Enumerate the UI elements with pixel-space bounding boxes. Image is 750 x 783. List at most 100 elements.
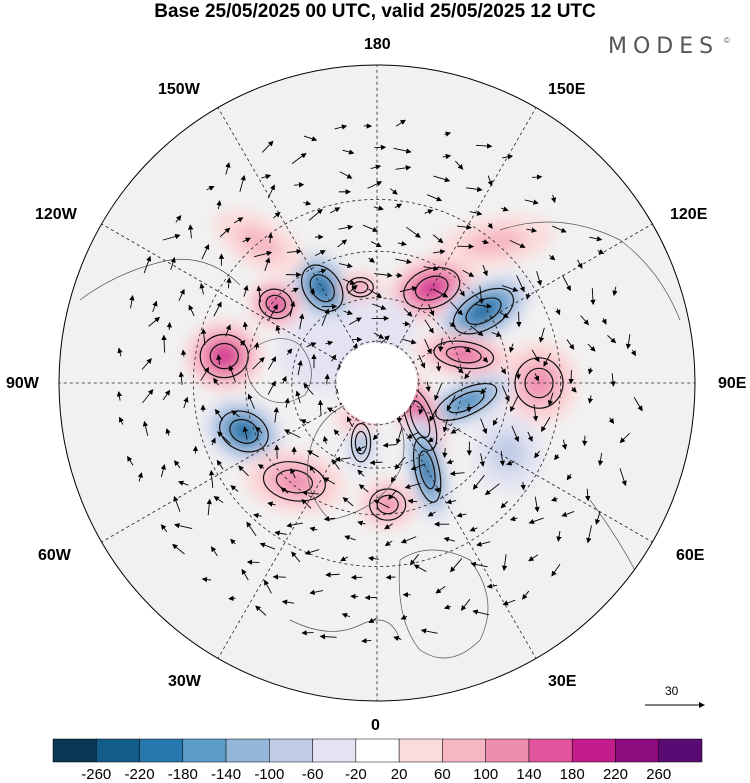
wind-arrow bbox=[338, 262, 353, 269]
wind-arrow bbox=[259, 542, 276, 550]
colorbar-swatch bbox=[225, 738, 270, 763]
colorbar-tick-label: -60 bbox=[301, 766, 324, 783]
wind-arrow bbox=[225, 324, 231, 337]
meridian-line bbox=[217, 107, 367, 364]
colorbar-tick-label: -140 bbox=[211, 766, 242, 783]
wind-arrow bbox=[501, 554, 508, 572]
wind-arrow bbox=[597, 249, 605, 254]
wind-arrow bbox=[568, 370, 574, 385]
wind-arrow bbox=[268, 304, 278, 321]
wind-arrow bbox=[459, 288, 465, 297]
colorbar-swatch bbox=[312, 738, 357, 763]
wind-arrow bbox=[247, 393, 255, 409]
wind-arrow bbox=[368, 617, 377, 623]
wind-arrow bbox=[587, 343, 596, 352]
wind-arrow bbox=[206, 185, 215, 191]
wind-arrow bbox=[284, 429, 301, 439]
wind-arrow bbox=[342, 497, 354, 507]
wind-arrow bbox=[253, 341, 260, 350]
wind-arrow bbox=[174, 523, 193, 530]
wind-arrow bbox=[368, 288, 383, 298]
wind-arrow bbox=[303, 200, 312, 206]
wind-arrow bbox=[175, 215, 182, 223]
colorbar-swatch bbox=[139, 738, 184, 763]
modes-logo: MODES bbox=[608, 34, 720, 59]
wind-arrow bbox=[566, 473, 573, 481]
wind-arrow bbox=[342, 278, 356, 285]
wind-arrow bbox=[528, 554, 539, 562]
contour-line bbox=[350, 422, 372, 463]
contour-line bbox=[219, 410, 269, 453]
wind-arrow bbox=[478, 285, 484, 305]
wind-arrow bbox=[534, 373, 540, 382]
wind-arrow bbox=[137, 472, 143, 482]
wind-arrow bbox=[216, 200, 222, 210]
wind-arrow bbox=[492, 417, 498, 426]
wind-arrow bbox=[550, 194, 557, 204]
wind-arrow bbox=[162, 389, 171, 401]
wind-arrow bbox=[257, 464, 265, 470]
wind-arrow bbox=[374, 144, 387, 151]
wind-arrow bbox=[407, 498, 418, 504]
wind-arrow bbox=[619, 432, 630, 444]
wind-arrow bbox=[580, 315, 589, 326]
wind-arrow bbox=[509, 343, 515, 353]
wind-arrow bbox=[385, 574, 396, 580]
lon-label-150e: 150E bbox=[548, 81, 586, 98]
wind-arrow bbox=[418, 354, 426, 369]
wind-arrow bbox=[393, 147, 412, 154]
contour-line bbox=[412, 436, 442, 503]
wind-arrow bbox=[213, 377, 219, 386]
anomaly-blob bbox=[316, 281, 328, 295]
wind-arrow bbox=[450, 428, 460, 434]
wind-arrow bbox=[188, 304, 195, 316]
wind-arrow bbox=[450, 558, 463, 573]
wind-arrow bbox=[160, 464, 166, 478]
colorbar-swatch bbox=[182, 738, 227, 763]
wind-arrow bbox=[273, 406, 279, 423]
colorbar-swatch bbox=[269, 738, 313, 763]
contour-line bbox=[229, 418, 259, 444]
wind-arrow bbox=[346, 416, 353, 428]
contour-line bbox=[275, 469, 314, 494]
meridian-line bbox=[396, 393, 653, 543]
wind-arrow bbox=[425, 381, 431, 393]
wind-arrow bbox=[476, 143, 493, 149]
wind-arrow bbox=[418, 405, 424, 415]
wind-arrow bbox=[301, 498, 312, 509]
colorbar-tick-label: 60 bbox=[434, 766, 451, 783]
wind-arrow bbox=[400, 536, 417, 544]
map-boundary bbox=[58, 64, 696, 702]
wind-arrow bbox=[116, 391, 123, 401]
wind-arrow bbox=[208, 469, 215, 488]
wind-arrow bbox=[619, 468, 627, 487]
wind-arrow bbox=[549, 254, 556, 261]
wind-arrow bbox=[585, 488, 591, 502]
wind-arrow bbox=[481, 239, 490, 245]
wind-arrow bbox=[264, 579, 272, 594]
wind-arrow bbox=[424, 338, 432, 355]
wind-arrow bbox=[233, 217, 244, 224]
wind-arrow bbox=[371, 303, 387, 310]
wind-arrow bbox=[143, 255, 152, 274]
wind-arrow bbox=[275, 325, 281, 334]
wind-arrow bbox=[446, 498, 457, 505]
wind-arrow bbox=[499, 311, 509, 318]
wind-arrow bbox=[361, 638, 372, 644]
meridian-line bbox=[387, 107, 537, 364]
wind-arrow bbox=[443, 604, 452, 610]
wind-arrow bbox=[242, 321, 249, 330]
wind-arrow bbox=[129, 294, 135, 309]
wind-arrow bbox=[183, 396, 189, 409]
wind-arrow bbox=[395, 426, 403, 445]
wind-arrow bbox=[342, 149, 355, 155]
wind-arrow bbox=[460, 598, 471, 611]
lon-label-30e: 30E bbox=[548, 673, 577, 690]
wind-arrow bbox=[464, 347, 471, 353]
wind-arrow bbox=[373, 205, 384, 211]
contour-line bbox=[445, 346, 482, 364]
latitude-circle bbox=[193, 199, 561, 567]
wind-arrow bbox=[474, 303, 493, 309]
wind-arrow bbox=[551, 496, 558, 502]
